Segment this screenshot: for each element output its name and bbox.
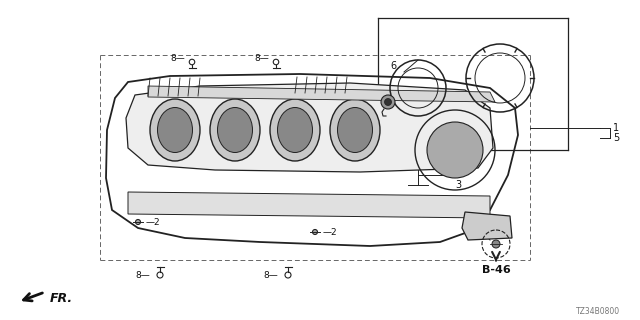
Text: 4: 4 xyxy=(455,170,461,180)
Ellipse shape xyxy=(150,99,200,161)
Text: 7: 7 xyxy=(368,110,374,120)
PathPatch shape xyxy=(148,86,495,102)
Text: FR.: FR. xyxy=(50,292,73,305)
Circle shape xyxy=(381,95,395,109)
Text: 8—: 8— xyxy=(135,270,150,279)
Text: 1: 1 xyxy=(613,123,619,133)
PathPatch shape xyxy=(128,192,490,218)
PathPatch shape xyxy=(126,83,493,172)
Text: —2: —2 xyxy=(146,218,161,227)
Ellipse shape xyxy=(330,99,380,161)
Text: B-46: B-46 xyxy=(482,265,510,275)
Circle shape xyxy=(136,220,141,225)
Text: 8—: 8— xyxy=(170,53,185,62)
Text: —2: —2 xyxy=(323,228,338,236)
Text: 8—: 8— xyxy=(254,53,269,62)
Ellipse shape xyxy=(218,108,253,153)
Circle shape xyxy=(492,240,500,248)
Ellipse shape xyxy=(278,108,312,153)
Text: 3: 3 xyxy=(455,180,461,190)
Ellipse shape xyxy=(157,108,193,153)
Ellipse shape xyxy=(210,99,260,161)
PathPatch shape xyxy=(462,212,512,240)
Text: TZ34B0800: TZ34B0800 xyxy=(576,308,620,316)
Text: 8—: 8— xyxy=(263,270,278,279)
Text: 5: 5 xyxy=(613,133,620,143)
Text: 6: 6 xyxy=(390,61,396,71)
Ellipse shape xyxy=(270,99,320,161)
Circle shape xyxy=(312,229,317,235)
Circle shape xyxy=(427,122,483,178)
Circle shape xyxy=(385,99,392,106)
Ellipse shape xyxy=(337,108,372,153)
